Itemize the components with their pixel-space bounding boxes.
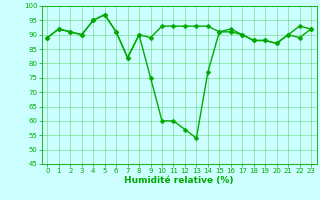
X-axis label: Humidité relative (%): Humidité relative (%) [124,176,234,185]
